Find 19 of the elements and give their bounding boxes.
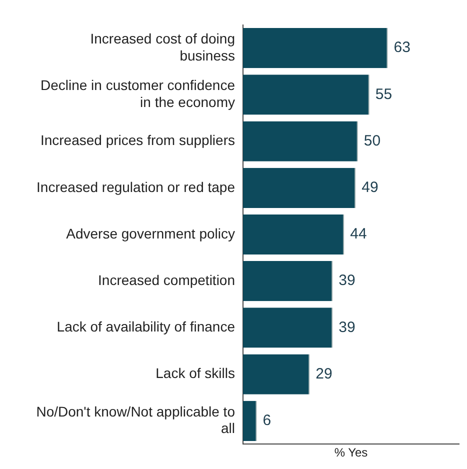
data-label: 49 [362,179,378,196]
data-label: 44 [350,226,367,243]
x-axis-title: % Yes [334,446,368,460]
y-tick-label: Decline in customer confidence in the economy [40,77,236,110]
y-tick-label: Increased prices from suppliers [40,132,235,148]
y-tick-label: Lack of availability of finance [56,318,236,335]
data-label: 39 [338,272,356,290]
data-label: 39 [338,318,356,336]
data-label: 55 [375,86,392,103]
y-tick-label: Lack of skills [156,365,235,382]
data-label: 63 [394,39,410,56]
y-tick-label: Increased cost of doing business [90,30,235,64]
y-tick-label: Adverse government policy [66,225,235,242]
y-tick-label: Increased competition [98,272,235,288]
data-label: 6 [262,412,272,430]
y-tick-label: Increased regulation or red tape [36,178,236,195]
y-tick-label: No/Don't know/Not applicable to all [36,403,236,436]
data-label: 50 [364,132,381,150]
data-label: 29 [316,365,332,382]
